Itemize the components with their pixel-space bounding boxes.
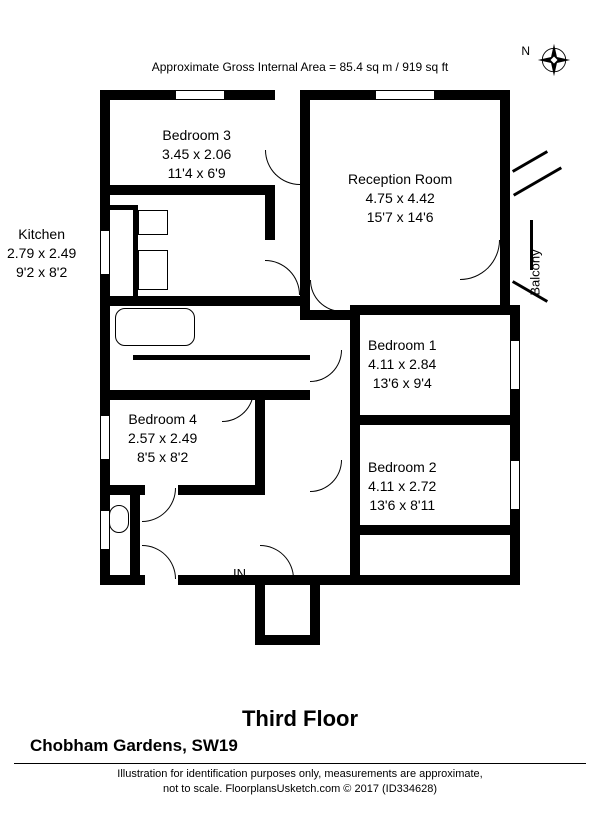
floorplan: Bedroom 33.45 x 2.0611'4 x 6'9Kitchen2.7… (100, 90, 540, 680)
hob-icon (138, 210, 168, 235)
footer-divider (14, 763, 586, 764)
balcony-line (513, 166, 562, 196)
door-arc (260, 545, 294, 579)
entry-in-label: IN (233, 566, 246, 581)
room-label-bedroom2: Bedroom 24.11 x 2.7213'6 x 8'11 (368, 458, 436, 515)
footer-disclaimer: Illustration for identification purposes… (0, 767, 600, 796)
wc-icon (109, 505, 129, 533)
wall-segment (300, 90, 310, 310)
wall-segment (350, 305, 510, 315)
door-arc (310, 460, 342, 492)
wall-segment (100, 575, 145, 585)
door-arc (310, 350, 342, 382)
bath-icon (115, 308, 195, 346)
footer-line-2: not to scale. FloorplansUsketch.com © 20… (0, 782, 600, 796)
room-label-kitchen: Kitchen2.79 x 2.499'2 x 8'2 (7, 225, 76, 282)
door-arc (142, 488, 176, 522)
wall-segment (100, 296, 310, 306)
wall-segment (255, 575, 265, 640)
footer-line-1: Illustration for identification purposes… (0, 767, 600, 781)
sink-icon (138, 250, 168, 290)
window-segment (100, 230, 110, 275)
wall-segment (310, 575, 320, 640)
property-address: Chobham Gardens, SW19 (30, 736, 238, 756)
window-segment (375, 90, 435, 100)
floor-title: Third Floor (0, 706, 600, 732)
window-segment (100, 415, 110, 460)
door-arc (265, 150, 300, 185)
door-arc (265, 260, 300, 295)
wall-segment (133, 355, 310, 360)
room-label-bedroom3: Bedroom 33.45 x 2.0611'4 x 6'9 (162, 126, 231, 183)
wall-segment (130, 485, 140, 585)
wall-segment (350, 525, 515, 535)
door-arc (222, 390, 254, 422)
door-arc (142, 545, 176, 579)
wall-segment (100, 185, 275, 195)
balcony-line (512, 150, 548, 173)
wall-segment (100, 390, 310, 400)
door-arc (310, 280, 342, 312)
window-segment (510, 340, 520, 390)
room-label-bedroom1: Bedroom 14.11 x 2.8413'6 x 9'4 (368, 336, 436, 393)
wall-segment (355, 575, 520, 585)
wall-segment (178, 485, 265, 495)
balcony-label: Balcony (528, 249, 543, 295)
wall-segment (350, 305, 360, 585)
header-area-note: Approximate Gross Internal Area = 85.4 s… (0, 60, 600, 74)
wall-segment (255, 390, 265, 490)
wall-segment (350, 415, 515, 425)
room-label-reception: Reception Room4.75 x 4.4215'7 x 14'6 (348, 170, 452, 227)
wall-segment (265, 185, 275, 240)
wall-segment (100, 90, 110, 580)
compass-north-letter: N (521, 44, 530, 58)
door-arc (460, 240, 500, 280)
compass-icon (536, 42, 572, 83)
wall-segment (255, 635, 320, 645)
room-label-bedroom4: Bedroom 42.57 x 2.498'5 x 8'2 (128, 410, 197, 467)
window-segment (175, 90, 225, 100)
wall-segment (500, 90, 510, 308)
window-segment (510, 460, 520, 510)
